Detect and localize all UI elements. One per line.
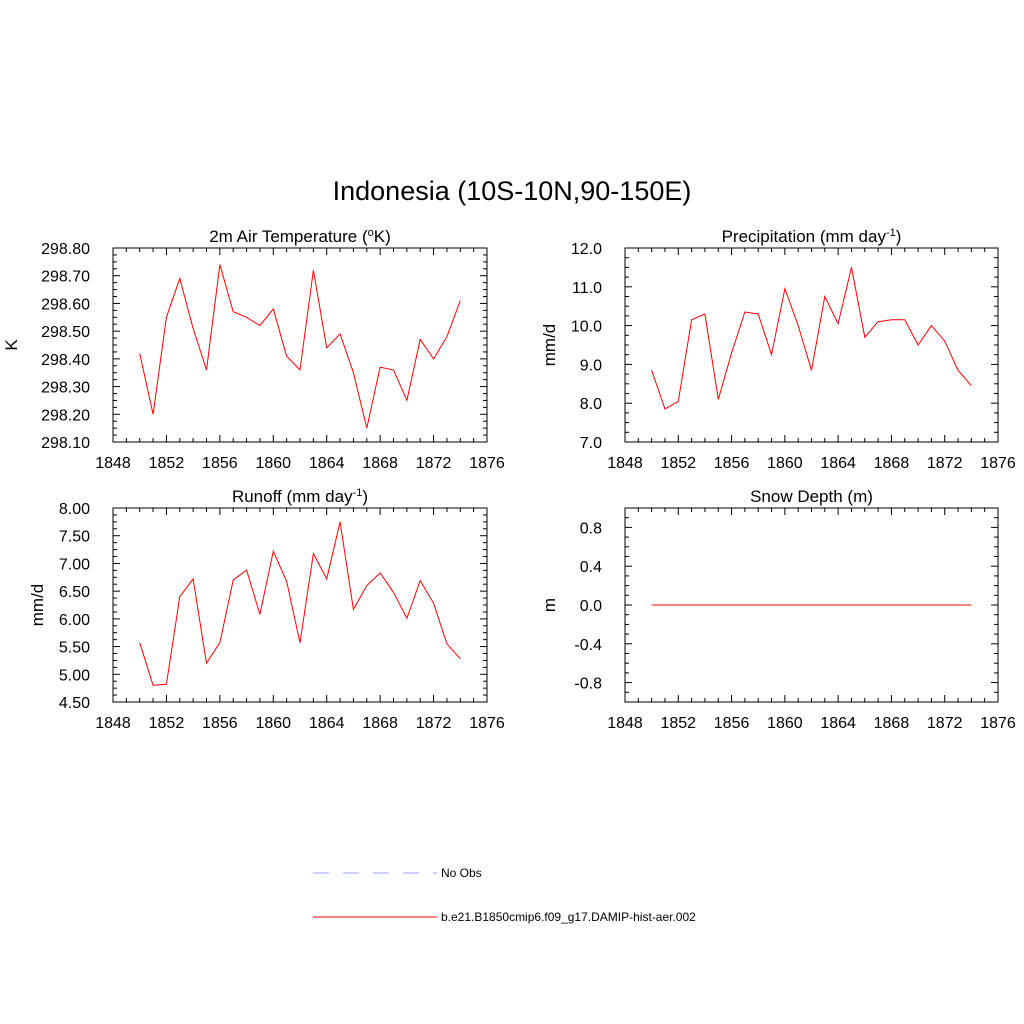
temp-ytick-label: 298.10	[41, 435, 90, 452]
panel-runoff: Runoff (mm day-1) 1848 1852 1856 1860 1864 186…	[28, 487, 505, 732]
temp-ylabel: K	[2, 339, 21, 351]
precip-xtick-label: 1860	[767, 455, 803, 472]
runoff-title: Runoff (mm day-1)	[232, 487, 368, 506]
precip-ytick-label: 12.0	[571, 241, 602, 258]
snow-ylabel: m	[540, 598, 559, 612]
precip-xtick-label: 1856	[714, 455, 750, 472]
precip-plot-frame	[624, 247, 999, 443]
precip-ylabel: mm/d	[540, 324, 559, 367]
temp-plot-frame	[112, 247, 488, 443]
precip-xtick-label: 1864	[820, 455, 856, 472]
temp-ytick-label: 298.70	[41, 269, 90, 286]
precip-xtick-label: 1852	[660, 455, 696, 472]
precip-xtick-label: 1868	[874, 455, 910, 472]
temp-xtick-label: 1864	[309, 455, 345, 472]
runoff-xtick-label: 1856	[202, 715, 238, 732]
legend-label-no-obs: No Obs	[441, 866, 482, 880]
runoff-plot-frame	[112, 507, 488, 703]
precip-xtick-label: 1876	[980, 455, 1016, 472]
panel-precipitation: Precipitation (mm day-1) 1848 1852 1856 1860…	[540, 227, 1016, 472]
snow-xtick-label: 1852	[660, 715, 696, 732]
precip-ytick-label: 11.0	[572, 280, 602, 297]
temp-ytick-label: 298.30	[41, 380, 90, 397]
snow-xtick-label: 1872	[927, 715, 963, 732]
runoff-xtick-label: 1860	[255, 715, 291, 732]
panel-temperature: 2m Air Temperature (oK) 1848 1852 1856 1860 1…	[2, 227, 505, 472]
precip-ytick-label: 8.0	[580, 396, 602, 413]
precip-xtick-label: 1848	[607, 455, 643, 472]
temp-title: 2m Air Temperature (oK)	[209, 227, 391, 246]
precip-ytick-label: 9.0	[580, 357, 602, 374]
precip-title: Precipitation (mm day-1)	[722, 227, 902, 246]
snow-title: Snow Depth (m)	[750, 487, 873, 506]
snow-ytick-label: 0.0	[580, 598, 602, 615]
temp-xtick-label: 1876	[469, 455, 505, 472]
temp-xtick-label: 1868	[362, 455, 398, 472]
runoff-ytick-label: 7.50	[59, 529, 90, 546]
legend-label-model: b.e21.B1850cmip6.f09_g17.DAMIP-hist-aer.…	[441, 910, 696, 924]
runoff-xtick-label: 1848	[95, 715, 131, 732]
runoff-ytick-label: 5.00	[59, 667, 90, 684]
temp-ytick-label: 298.60	[41, 296, 90, 313]
snow-xtick-label: 1864	[820, 715, 856, 732]
snow-ytick-label: 0.4	[580, 559, 602, 576]
runoff-ylabel: mm/d	[28, 584, 47, 627]
temp-ytick-label: 298.20	[41, 407, 90, 424]
temp-xtick-label: 1860	[255, 455, 291, 472]
snow-xtick-label: 1876	[980, 715, 1016, 732]
runoff-xtick-label: 1872	[416, 715, 452, 732]
snow-xtick-label: 1868	[874, 715, 910, 732]
snow-ytick-label: 0.8	[580, 520, 602, 537]
snow-ytick-label: -0.4	[574, 637, 602, 654]
precip-ytick-label: 10.0	[571, 319, 602, 336]
panel-snow-depth: Snow Depth (m) 1848 1852 1856 1860 1864 1868 18…	[540, 487, 1016, 732]
runoff-series-line	[139, 521, 461, 686]
runoff-xtick-label: 1864	[309, 715, 345, 732]
temp-series-line	[139, 264, 461, 429]
runoff-ytick-label: 4.50	[59, 695, 90, 712]
temp-ytick-label: 298.80	[41, 241, 90, 258]
runoff-ytick-label: 6.00	[59, 612, 90, 629]
precip-series-line	[651, 267, 972, 410]
precip-ytick-label: 7.0	[580, 435, 602, 452]
temp-xtick-label: 1848	[95, 455, 131, 472]
temp-xtick-label: 1852	[149, 455, 185, 472]
runoff-ytick-label: 7.00	[59, 556, 90, 573]
runoff-ytick-label: 8.00	[59, 501, 90, 518]
legend: No Obs b.e21.B1850cmip6.f09_g17.DAMIP-hi…	[313, 866, 696, 924]
snow-xtick-label: 1860	[767, 715, 803, 732]
temp-ytick-label: 298.40	[41, 352, 90, 369]
snow-xtick-label: 1848	[607, 715, 643, 732]
temp-xtick-label: 1872	[416, 455, 452, 472]
snow-xtick-label: 1856	[714, 715, 750, 732]
temp-ytick-label: 298.50	[41, 324, 90, 341]
runoff-ytick-label: 5.50	[59, 640, 90, 657]
snow-ytick-label: -0.8	[574, 676, 602, 693]
runoff-ytick-label: 6.50	[59, 584, 90, 601]
temp-xtick-label: 1856	[202, 455, 238, 472]
runoff-xtick-label: 1868	[362, 715, 398, 732]
runoff-xtick-label: 1876	[469, 715, 505, 732]
runoff-xtick-label: 1852	[149, 715, 185, 732]
precip-xtick-label: 1872	[927, 455, 963, 472]
figure-title: Indonesia (10S-10N,90-150E)	[333, 176, 692, 206]
